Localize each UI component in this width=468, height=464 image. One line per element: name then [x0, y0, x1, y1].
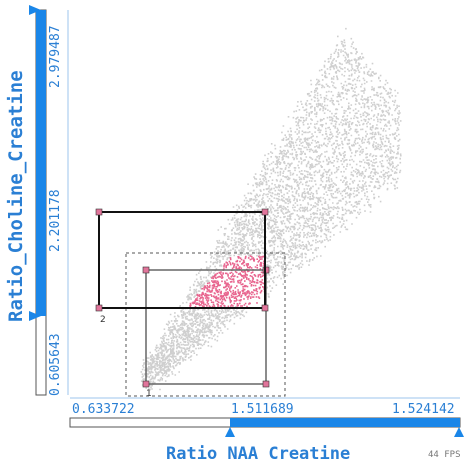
y-slider-bottom-handle[interactable]: [29, 311, 41, 321]
selection-box-2-label: 2: [100, 315, 106, 325]
x-tick-label-max: 1.524142: [392, 402, 455, 417]
x-tick-label-min: 0.633722: [72, 402, 135, 417]
x-slider-range[interactable]: [230, 418, 460, 427]
y-axis-title: Ratio_Choline_Creatine: [5, 70, 27, 322]
box2-corner-handle[interactable]: [95, 208, 103, 216]
selection-box-1-frame[interactable]: [145, 269, 267, 385]
y-range-slider[interactable]: [29, 5, 47, 396]
selection-box-1-label: 1: [146, 389, 152, 399]
highlighted-points: [189, 255, 266, 308]
y-tick-label-mid: 2.201178: [48, 189, 63, 252]
x-tick-label-mid: 1.511689: [231, 402, 294, 417]
selection-box-2-frame[interactable]: [98, 211, 266, 309]
box1-corner-handle[interactable]: [142, 380, 150, 388]
x-range-slider[interactable]: [69, 417, 464, 437]
selection-box-1[interactable]: 1: [142, 266, 270, 399]
box2-corner-handle[interactable]: [261, 208, 269, 216]
fps-counter: 44 FPS: [428, 450, 461, 460]
box2-corner-handle[interactable]: [261, 304, 269, 312]
box1-corner-handle[interactable]: [262, 380, 270, 388]
selection-box-2[interactable]: 2: [95, 208, 269, 325]
y-tick-label-min: 0.605643: [48, 333, 63, 396]
x-slider-left-handle[interactable]: [225, 427, 235, 437]
box1-corner-handle[interactable]: [142, 266, 150, 274]
dashed-bounding-box: [125, 252, 286, 397]
y-tick-label-max: 2.979487: [48, 25, 63, 88]
x-axis-title: Ratio NAA Creatine: [166, 444, 351, 464]
x-slider-right-handle[interactable]: [454, 427, 464, 437]
scatter-points: [140, 27, 402, 391]
y-slider-range[interactable]: [36, 10, 46, 316]
y-slider-top-handle[interactable]: [29, 5, 41, 15]
box2-corner-handle[interactable]: [95, 304, 103, 312]
